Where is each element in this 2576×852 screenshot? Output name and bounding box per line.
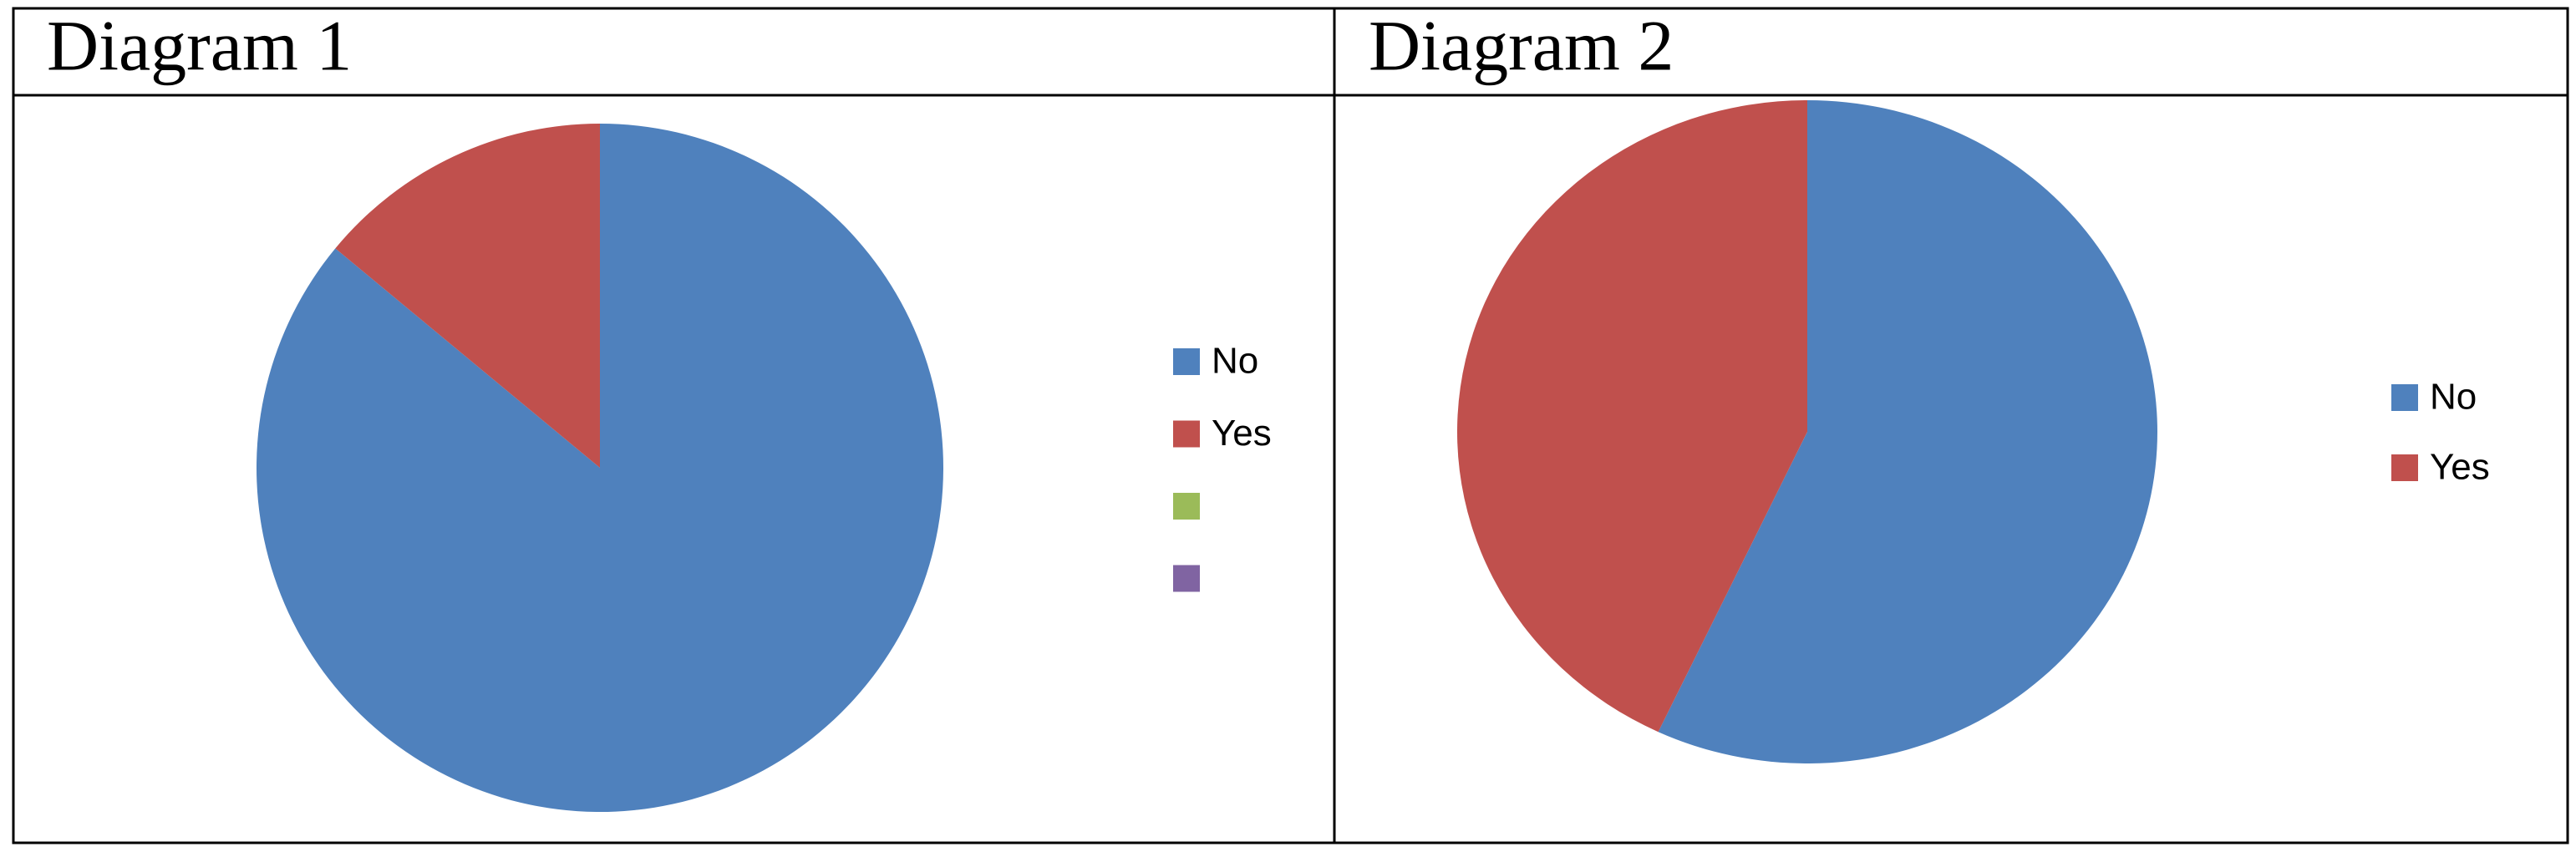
legend-swatch <box>1173 565 1200 592</box>
legend-label: No <box>2430 377 2477 418</box>
legend-label: Yes <box>1212 413 1272 454</box>
legend-swatch <box>2391 384 2418 411</box>
chart-title: Diagram 1 <box>47 6 352 86</box>
pie-slice <box>1457 100 1807 733</box>
legend-swatch <box>1173 348 1200 375</box>
legend-swatch <box>2391 454 2418 481</box>
pie-slice <box>335 124 600 468</box>
legend-swatch <box>1173 420 1200 448</box>
legend-label: No <box>1212 341 1258 382</box>
table-border <box>12 7 2569 844</box>
pie-slice <box>1658 100 2157 764</box>
chart-title: Diagram 2 <box>1369 6 1674 86</box>
legend-label: Yes <box>2430 447 2490 488</box>
legend-swatch <box>1173 493 1200 520</box>
